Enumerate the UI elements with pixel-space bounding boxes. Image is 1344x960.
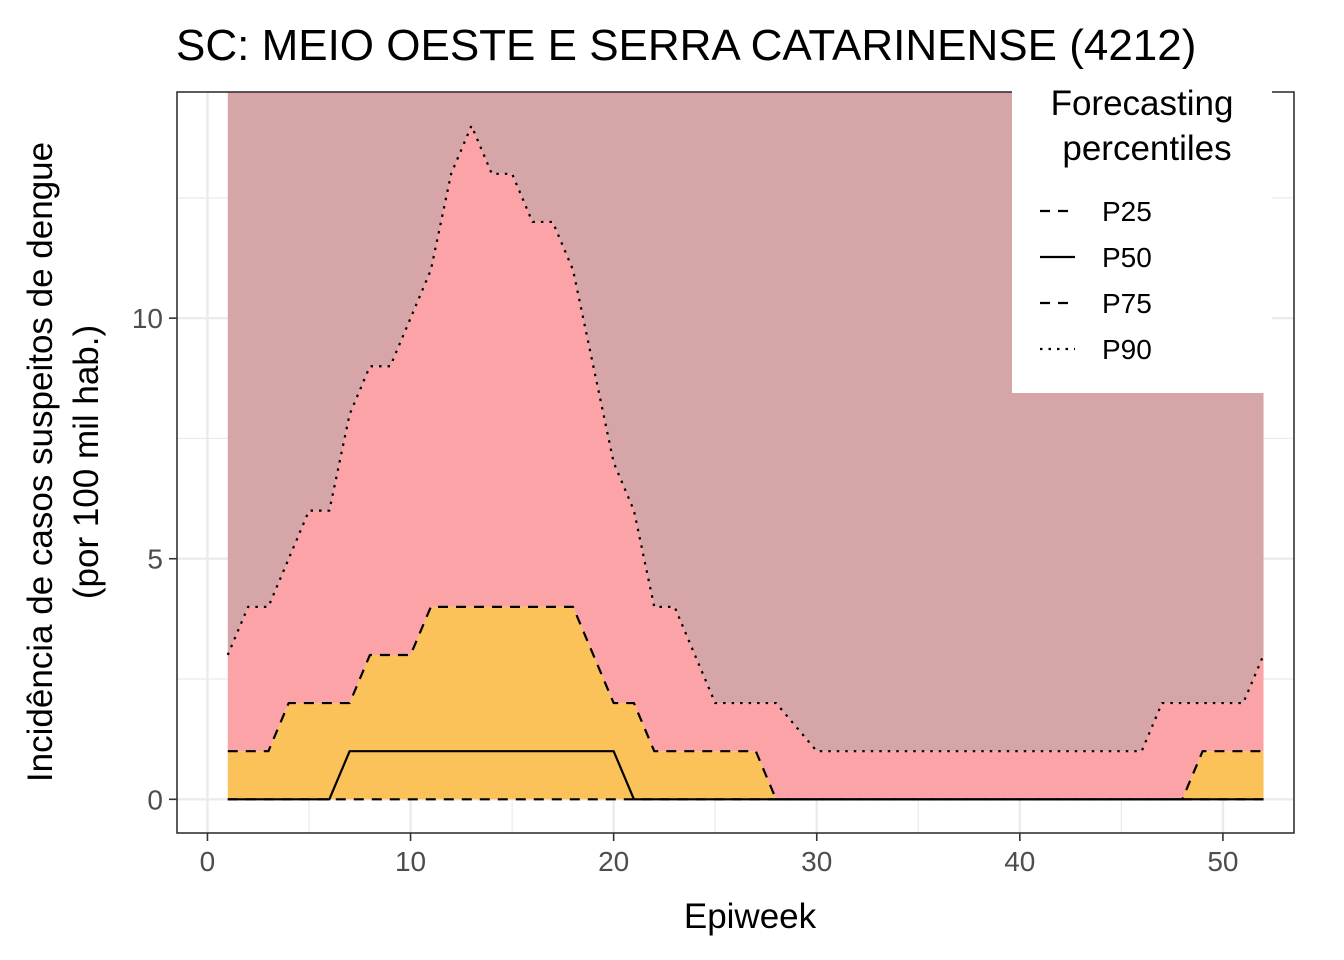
x-tick-label: 30 <box>801 846 832 877</box>
series-line-p75 <box>227 605 1264 801</box>
band-p75-p90 <box>227 125 1264 800</box>
y-tick-label: 0 <box>147 784 163 815</box>
x-axis: 0 10 20 30 40 50 <box>200 833 1238 877</box>
x-tick-label: 0 <box>200 846 216 877</box>
y-axis-title-line-2: (por 100 mil hab.) <box>67 325 106 599</box>
legend-entries: P25 P50 P75 P90 <box>1040 196 1152 365</box>
x-tick-label: 20 <box>598 846 629 877</box>
legend-title-line-2: percentiles <box>1062 129 1231 168</box>
x-tick-label: 40 <box>1004 846 1035 877</box>
legend-background <box>1012 80 1272 393</box>
x-tick-label: 10 <box>395 846 426 877</box>
panel-border <box>176 91 1295 834</box>
legend-title-line-1: Forecasting <box>1051 84 1234 123</box>
legend-label-p50: P50 <box>1102 242 1152 273</box>
y-tick-label: 10 <box>132 303 163 334</box>
legend-label-p25: P25 <box>1102 196 1152 227</box>
percentile-lines <box>226 124 1265 801</box>
legend-label-p75: P75 <box>1102 288 1152 319</box>
legend-label-p90: P90 <box>1102 334 1152 365</box>
legend: Forecasting percentiles P25 P50 P75 P90 <box>1012 80 1272 393</box>
y-axis-title: Incidência de casos suspeitos de dengue … <box>21 142 106 782</box>
y-axis-title-line-1: Incidência de casos suspeitos de dengue <box>21 142 60 782</box>
y-tick-label: 5 <box>147 544 163 575</box>
chart-title: SC: MEIO OESTE E SERRA CATARINENSE (4212… <box>176 21 1196 70</box>
x-axis-title: Epiweek <box>684 897 817 936</box>
y-axis: 0 5 10 <box>132 303 177 815</box>
x-tick-label: 50 <box>1207 846 1238 877</box>
band-above-p90 <box>227 92 1264 752</box>
